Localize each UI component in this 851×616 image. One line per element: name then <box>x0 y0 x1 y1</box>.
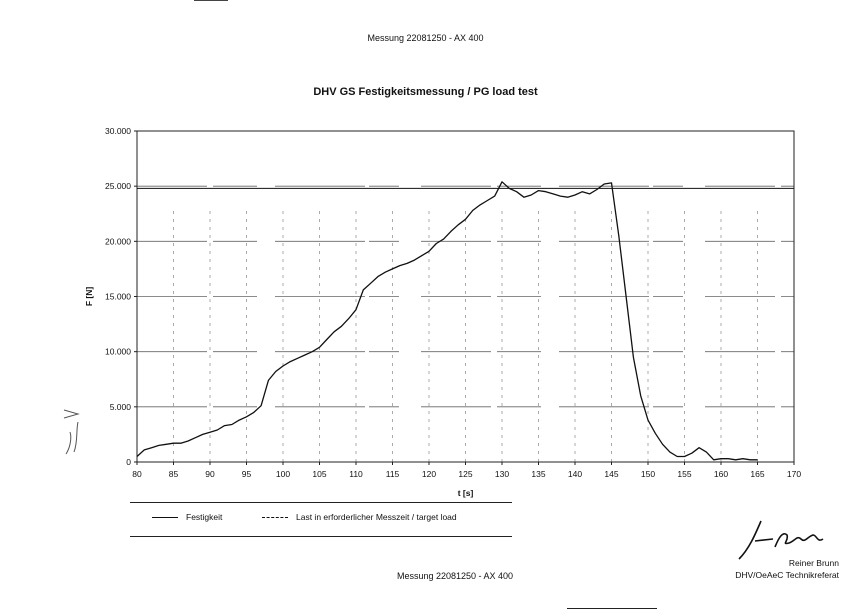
x-tick-label: 160 <box>714 469 728 479</box>
x-tick-label: 130 <box>495 469 509 479</box>
legend: Festigkeit Last in erforderlicher Messze… <box>130 502 512 537</box>
chart-title: DHV GS Festigkeitsmessung / PG load test <box>313 86 538 98</box>
signer-org: DHV/OeAeC Technikreferat <box>735 570 839 580</box>
side-mark-stroke <box>63 409 80 455</box>
x-tick-label: 165 <box>750 469 764 479</box>
x-tick-label: 150 <box>641 469 655 479</box>
x-tick-label: 110 <box>349 469 363 479</box>
x-tick-label: 85 <box>169 469 179 479</box>
x-tick-label: 115 <box>386 469 400 479</box>
x-tick-label: 120 <box>422 469 436 479</box>
x-tick-label: 90 <box>205 469 215 479</box>
x-tick-label: 155 <box>677 469 691 479</box>
x-tick-label: 135 <box>531 469 545 479</box>
legend-item-festigkeit: Festigkeit <box>152 512 222 522</box>
x-tick-label: 80 <box>132 469 142 479</box>
legend-dashed-swatch <box>262 516 288 518</box>
legend-label-festigkeit: Festigkeit <box>186 512 223 522</box>
signer-name: Reiner Brunn <box>788 558 839 568</box>
y-tick-label: 20.000 <box>105 236 131 246</box>
x-tick-label: 100 <box>276 469 290 479</box>
signature-image <box>738 520 824 560</box>
x-tick-label: 145 <box>604 469 618 479</box>
top-rule <box>194 0 228 1</box>
y-tick-label: 15.000 <box>105 292 131 302</box>
x-tick-label: 95 <box>242 469 252 479</box>
x-axis-label: t [s] <box>458 488 474 498</box>
x-tick-label: 170 <box>787 469 801 479</box>
y-tick-label: 10.000 <box>105 347 131 357</box>
legend-item-target-load: Last in erforderlicher Messzeit / target… <box>262 512 457 522</box>
y-axis-label: F [N] <box>84 287 94 307</box>
x-tick-label: 125 <box>458 469 472 479</box>
legend-label-target-load: Last in erforderlicher Messzeit / target… <box>296 512 457 522</box>
x-tick-label: 140 <box>568 469 582 479</box>
y-tick-label: 5.000 <box>110 402 132 412</box>
y-tick-label: 30.000 <box>105 126 131 136</box>
x-tick-label: 105 <box>312 469 326 479</box>
bottom-rule <box>567 608 657 609</box>
signature-stroke <box>738 520 824 560</box>
y-tick-label: 25.000 <box>105 181 131 191</box>
series-line-festigkeit <box>136 181 758 461</box>
signer-block: Reiner Brunn DHV/OeAeC Technikreferat <box>735 557 839 581</box>
side-handwritten-mark <box>63 409 80 455</box>
y-tick-label: 0 <box>126 457 131 467</box>
page-footer: Messung 22081250 - AX 400 <box>396 571 514 581</box>
legend-solid-swatch <box>152 516 178 518</box>
page-header: Messung 22081250 - AX 400 <box>367 33 484 43</box>
